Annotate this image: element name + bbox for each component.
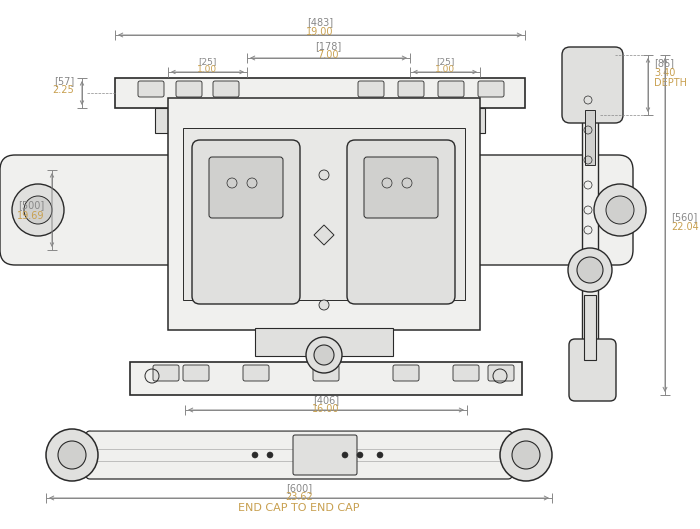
- Bar: [130, 362, 522, 395]
- FancyBboxPatch shape: [488, 365, 514, 381]
- Circle shape: [314, 345, 334, 365]
- Text: [483]: [483]: [307, 17, 333, 27]
- Bar: [584, 295, 596, 360]
- FancyBboxPatch shape: [453, 365, 479, 381]
- Circle shape: [500, 429, 552, 481]
- Text: [600]: [600]: [286, 483, 312, 493]
- Bar: [168, 98, 480, 330]
- FancyBboxPatch shape: [0, 155, 185, 265]
- FancyBboxPatch shape: [86, 431, 512, 479]
- Text: END CAP TO END CAP: END CAP TO END CAP: [238, 503, 360, 513]
- Circle shape: [357, 452, 363, 458]
- Bar: [255, 328, 393, 356]
- Text: [25]: [25]: [198, 58, 216, 67]
- Bar: [115, 78, 525, 108]
- Circle shape: [227, 178, 237, 188]
- Text: 1.00: 1.00: [197, 66, 217, 75]
- Circle shape: [512, 441, 540, 469]
- Circle shape: [382, 178, 392, 188]
- FancyBboxPatch shape: [243, 365, 269, 381]
- FancyBboxPatch shape: [347, 140, 455, 304]
- Circle shape: [58, 441, 86, 469]
- Circle shape: [12, 184, 64, 236]
- Text: 16.00: 16.00: [312, 404, 340, 414]
- Text: 19.00: 19.00: [307, 27, 334, 37]
- FancyBboxPatch shape: [209, 157, 283, 218]
- Bar: [465, 108, 485, 133]
- FancyBboxPatch shape: [176, 81, 202, 97]
- Text: [500]: [500]: [18, 200, 44, 210]
- Bar: [585, 110, 595, 165]
- Text: 23.62: 23.62: [285, 492, 313, 502]
- Text: [560]: [560]: [671, 212, 697, 222]
- FancyBboxPatch shape: [138, 81, 164, 97]
- Circle shape: [24, 196, 52, 224]
- Circle shape: [46, 429, 98, 481]
- Circle shape: [377, 452, 383, 458]
- FancyBboxPatch shape: [213, 81, 239, 97]
- FancyBboxPatch shape: [313, 365, 339, 381]
- FancyBboxPatch shape: [465, 155, 633, 265]
- FancyBboxPatch shape: [398, 81, 424, 97]
- Bar: [582, 110, 598, 340]
- Circle shape: [402, 178, 412, 188]
- Text: 22.04: 22.04: [671, 222, 699, 232]
- Circle shape: [577, 257, 603, 283]
- FancyBboxPatch shape: [183, 365, 209, 381]
- Circle shape: [267, 452, 273, 458]
- Bar: [155, 108, 175, 133]
- Circle shape: [319, 170, 329, 180]
- FancyBboxPatch shape: [478, 81, 504, 97]
- FancyBboxPatch shape: [358, 81, 384, 97]
- FancyBboxPatch shape: [569, 339, 616, 401]
- Text: 7.00: 7.00: [317, 50, 339, 60]
- Circle shape: [568, 248, 612, 292]
- FancyBboxPatch shape: [438, 81, 464, 97]
- FancyBboxPatch shape: [393, 365, 419, 381]
- Circle shape: [606, 196, 634, 224]
- Text: [86]: [86]: [654, 58, 674, 68]
- Text: [406]: [406]: [313, 395, 339, 405]
- FancyBboxPatch shape: [153, 365, 179, 381]
- Bar: [183, 128, 465, 300]
- Text: [178]: [178]: [315, 41, 341, 51]
- FancyBboxPatch shape: [562, 47, 623, 123]
- Circle shape: [252, 452, 258, 458]
- Text: DEPTH: DEPTH: [654, 78, 687, 88]
- Text: 19.69: 19.69: [17, 211, 44, 221]
- Text: 3.40: 3.40: [654, 68, 676, 78]
- Text: [25]: [25]: [436, 58, 454, 67]
- FancyBboxPatch shape: [192, 140, 300, 304]
- FancyBboxPatch shape: [293, 435, 357, 475]
- Polygon shape: [314, 225, 334, 245]
- Circle shape: [306, 337, 342, 373]
- Circle shape: [594, 184, 646, 236]
- Text: 2.25: 2.25: [52, 85, 74, 95]
- FancyBboxPatch shape: [364, 157, 438, 218]
- Text: 1.00: 1.00: [435, 66, 455, 75]
- Circle shape: [319, 300, 329, 310]
- Circle shape: [342, 452, 348, 458]
- Text: [57]: [57]: [54, 76, 74, 86]
- Circle shape: [247, 178, 257, 188]
